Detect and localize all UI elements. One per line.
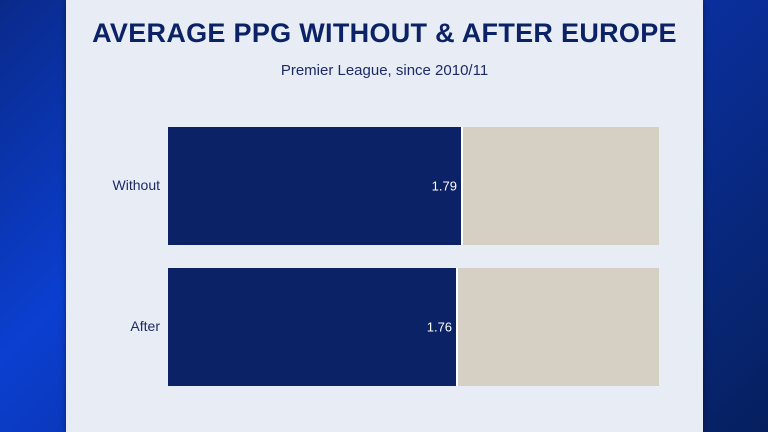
bar-track: 1.76 bbox=[168, 268, 659, 386]
chart-subtitle: Premier League, since 2010/11 bbox=[280, 62, 489, 79]
chart-title: AVERAGE PPG WITHOUT & AFTER EUROPE bbox=[92, 18, 677, 48]
data-label: 1.76 bbox=[426, 319, 453, 335]
bar: 1.79 bbox=[168, 127, 463, 245]
data-label: 1.79 bbox=[431, 178, 457, 194]
bar: 1.76 bbox=[168, 268, 459, 386]
category-label: Without bbox=[112, 177, 160, 193]
chart-panel: AVERAGE PPG WITHOUT & AFTER EUROPE Premi… bbox=[66, 0, 703, 432]
category-label: After bbox=[130, 318, 160, 334]
bar-track: 1.79 bbox=[168, 127, 659, 245]
